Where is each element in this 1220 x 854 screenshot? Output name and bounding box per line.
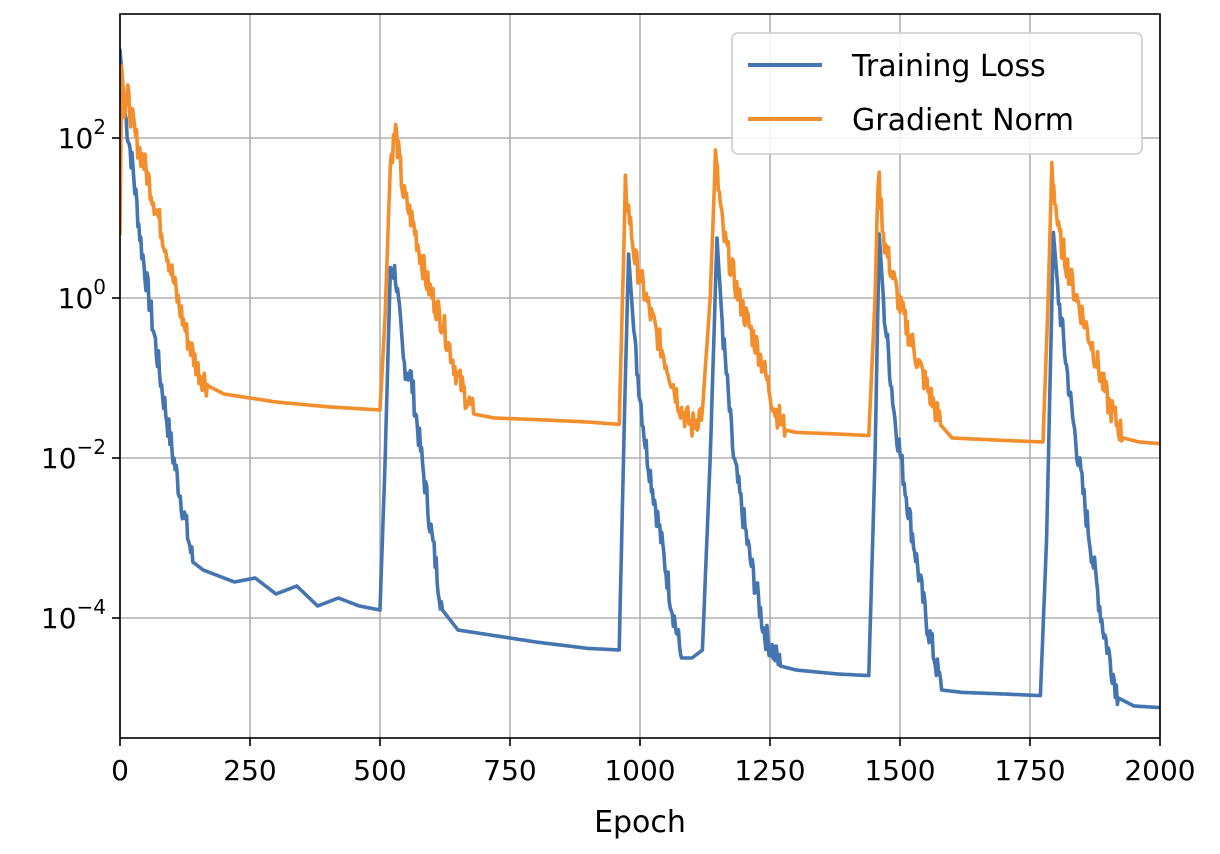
series-line-training-loss	[120, 48, 1160, 710]
y-tick-label: 102	[58, 115, 106, 155]
y-tick-exponent: 0	[93, 275, 106, 299]
legend-label: Gradient Norm	[852, 103, 1074, 138]
x-tick-label: 250	[223, 754, 276, 787]
x-tick-label: 500	[353, 754, 406, 787]
y-tick-label: 10−2	[41, 435, 106, 475]
y-tick-exponent: −2	[77, 435, 106, 459]
y-tick-base: 10	[41, 442, 77, 475]
x-axis-label: Epoch	[594, 805, 686, 840]
y-tick-base: 10	[58, 282, 94, 315]
legend-box	[731, 32, 1143, 155]
y-tick-base: 10	[41, 602, 77, 635]
x-tick-label: 1750	[994, 754, 1065, 787]
y-tick-label: 100	[58, 275, 106, 315]
series-line-gradient-norm	[120, 64, 1160, 446]
y-tick-exponent: 2	[93, 115, 106, 139]
x-tick-label: 1250	[734, 754, 805, 787]
y-tick-exponent: −4	[77, 595, 106, 619]
x-tick-label: 2000	[1124, 754, 1195, 787]
x-tick-label: 0	[111, 754, 129, 787]
y-tick-label: 10−4	[41, 595, 106, 635]
y-tick-base: 10	[58, 122, 94, 155]
x-tick-label: 1500	[864, 754, 935, 787]
x-tick-label: 1000	[604, 754, 675, 787]
legend: Training Loss Gradient Norm	[731, 32, 1143, 155]
x-tick-label: 750	[483, 754, 536, 787]
plot-series	[120, 48, 1160, 710]
x-axis: 0 250 500 750 1000 1250 1500 1750 2000	[111, 738, 1196, 787]
legend-label: Training Loss	[851, 49, 1046, 84]
